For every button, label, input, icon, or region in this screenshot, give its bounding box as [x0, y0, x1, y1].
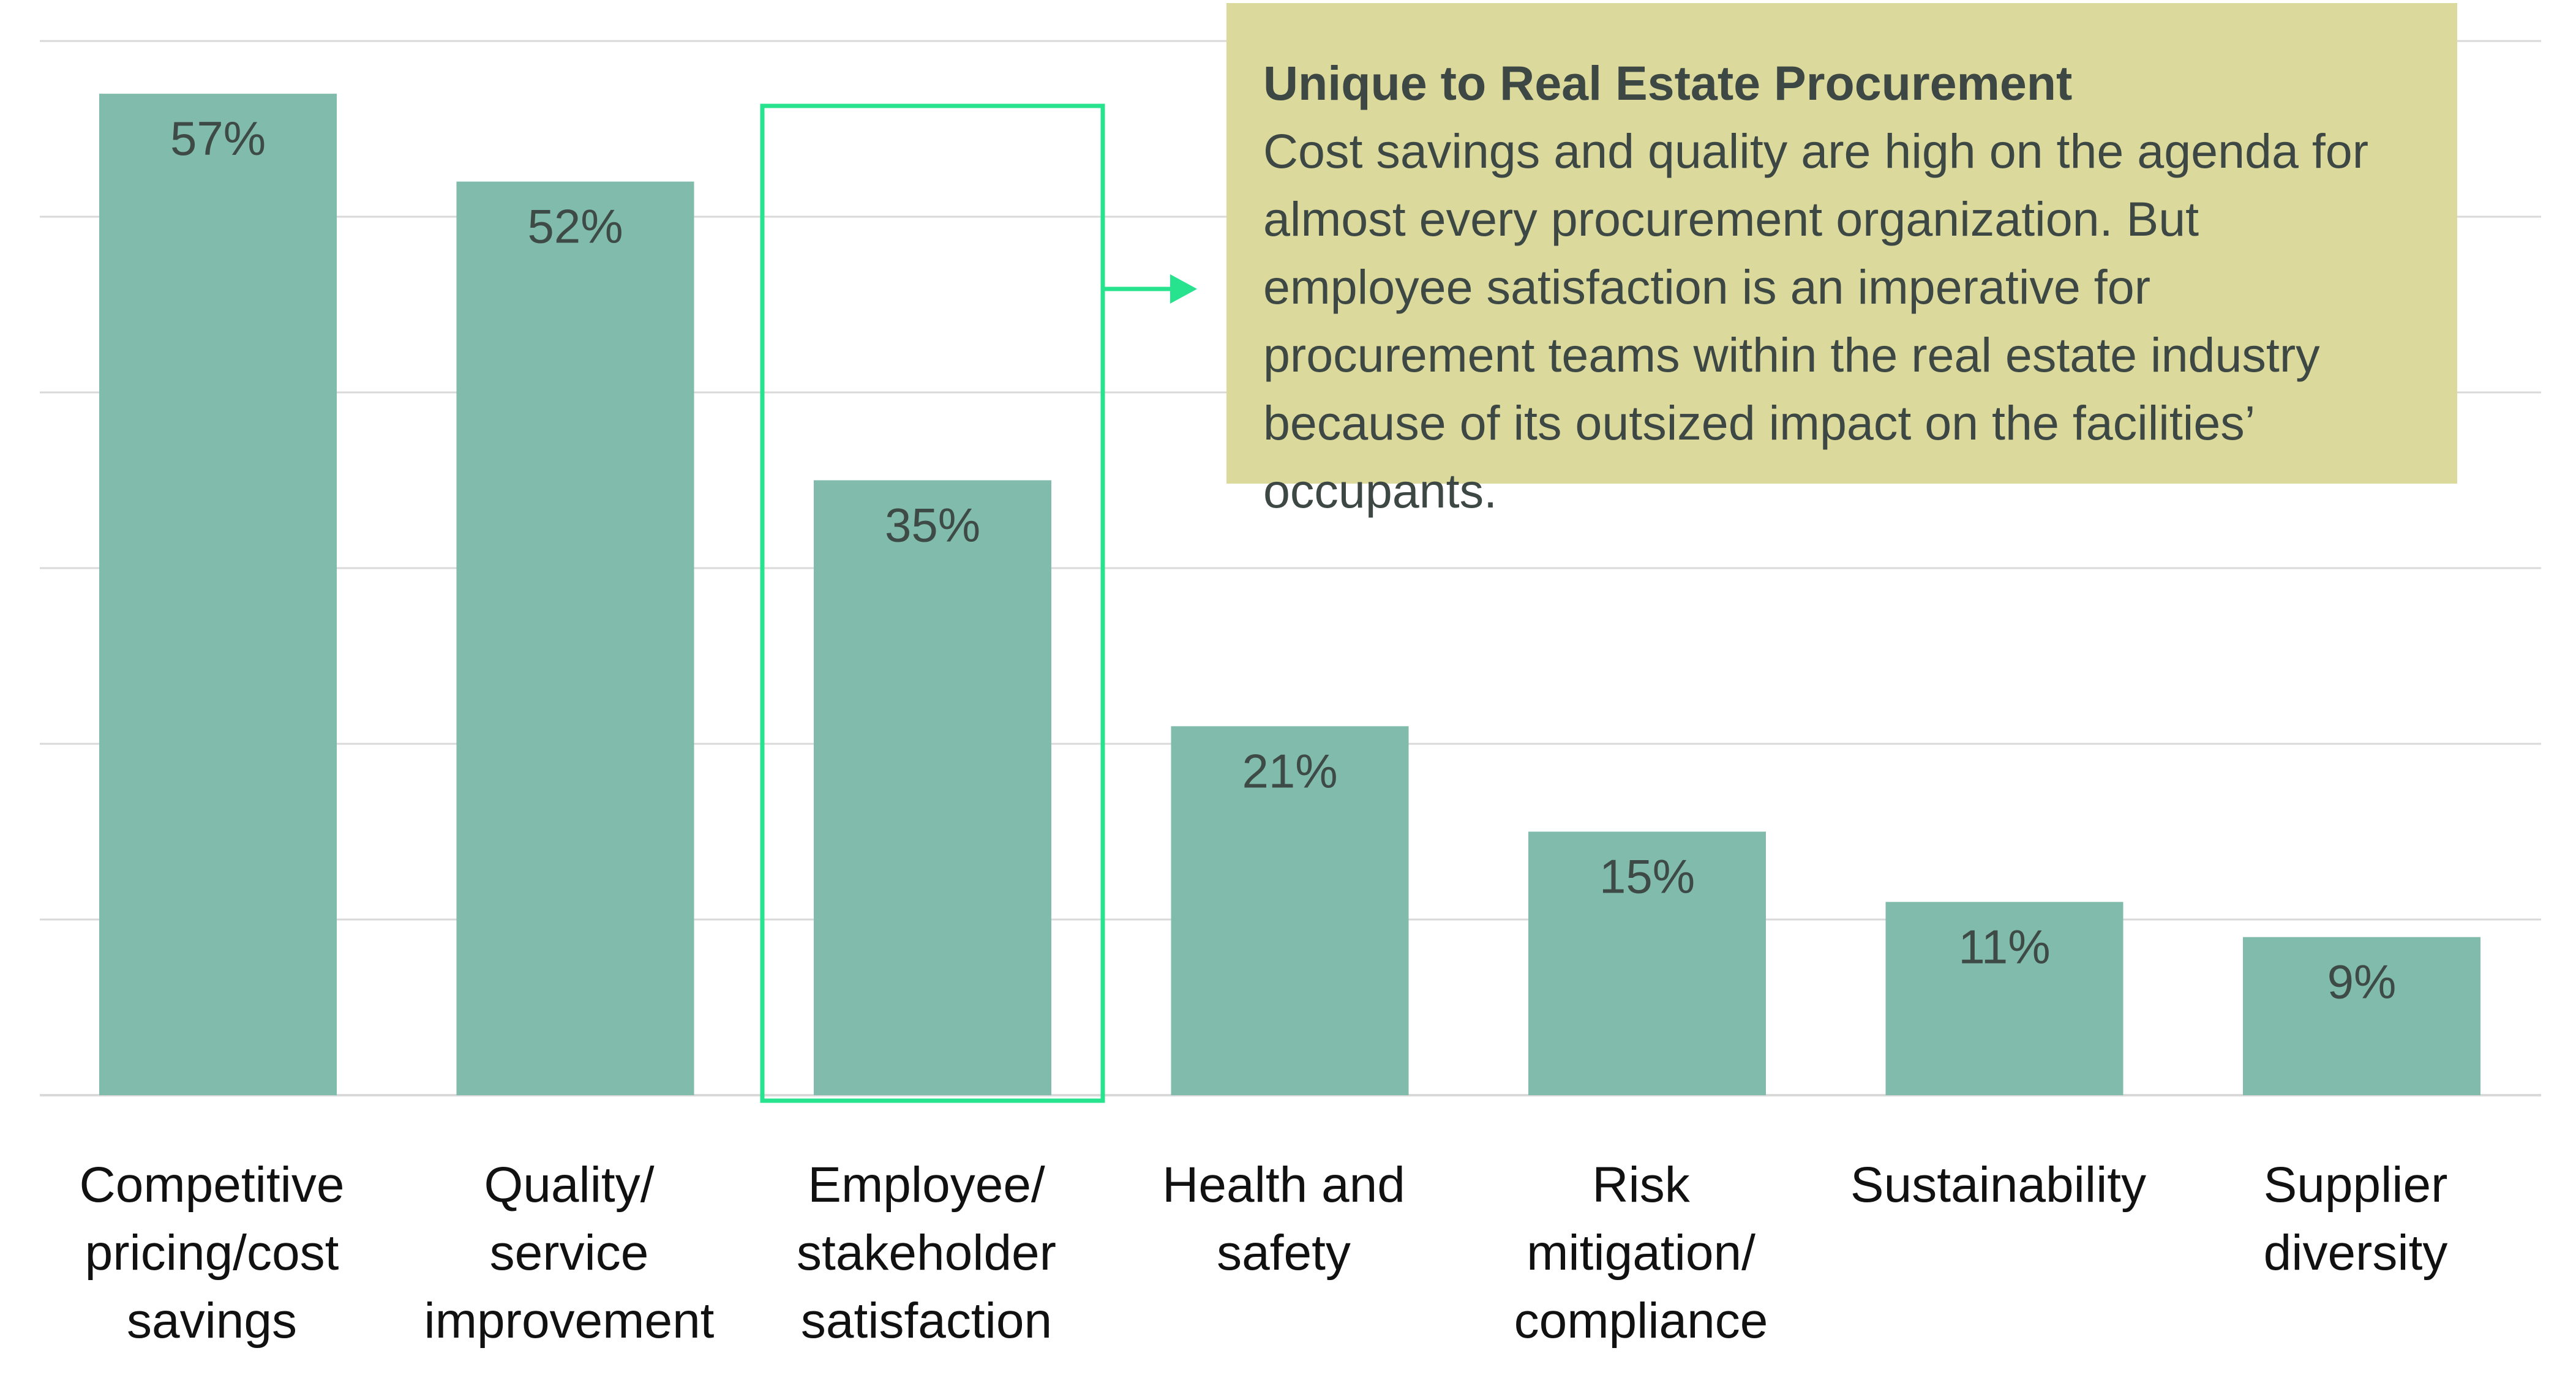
category-label: Employee/stakeholder satisfaction	[797, 1157, 1056, 1349]
category-label: Risk mitigation/compliance	[1514, 1157, 1768, 1349]
bar	[99, 94, 337, 1096]
bar-value-label: 9%	[2327, 955, 2397, 1009]
bar-value-label: 52%	[527, 200, 623, 253]
category-label-line: pricing/cost	[85, 1225, 339, 1281]
bar-value-label: 15%	[1599, 850, 1695, 904]
bar	[814, 480, 1051, 1095]
category-label-line: service	[490, 1225, 649, 1281]
arrow-head-icon	[1170, 274, 1197, 304]
category-label-line: Employee/	[808, 1157, 1045, 1213]
bar	[1885, 902, 2124, 1095]
category-label-line: Health and	[1162, 1157, 1405, 1213]
category-label: Supplier diversity	[2264, 1157, 2448, 1281]
category-label-line: safety	[1217, 1225, 1351, 1281]
category-label-line: savings	[127, 1293, 297, 1349]
callout-body: Cost savings and quality are high on the…	[1263, 124, 2369, 518]
category-label: Health and safety	[1162, 1157, 1405, 1281]
category-label-line: stakeholder	[797, 1225, 1056, 1281]
bars: 57% 52% 35% 21% 15% 11% 9%	[99, 94, 2480, 1096]
bar	[1171, 726, 1409, 1095]
category-label-line: improvement	[424, 1293, 715, 1349]
bar	[2243, 937, 2480, 1095]
category-label: Competitive pricing/cost savings	[80, 1157, 345, 1349]
category-label-line: compliance	[1514, 1293, 1768, 1349]
category-label-line: Supplier	[2264, 1157, 2448, 1213]
category-labels: Competitive pricing/cost savings Quality/se…	[80, 1157, 2448, 1349]
highlight-frame-rect	[760, 103, 1105, 1103]
callout-title: Unique to Real Estate Procurement	[1263, 56, 2073, 110]
bar	[456, 181, 694, 1096]
category-label-line: diversity	[2264, 1225, 2448, 1281]
callout-box: Unique to Real Estate Procurement Cost s…	[1226, 3, 2457, 518]
category-label: Quality/service improvement	[424, 1157, 715, 1349]
highlight-frame	[760, 103, 1197, 1103]
bar-value-label: 35%	[885, 498, 980, 552]
category-label: Sustainability	[1850, 1157, 2146, 1213]
category-label-line: Competitive	[80, 1157, 345, 1213]
category-label-line: Risk	[1592, 1157, 1690, 1213]
bar-value-label: 21%	[1242, 744, 1337, 798]
category-label-line: Sustainability	[1850, 1157, 2146, 1213]
bar-value-label: 57%	[170, 111, 266, 165]
bar-value-label: 11%	[1958, 919, 2050, 973]
category-label-line: satisfaction	[801, 1293, 1052, 1349]
category-label-line: Quality/	[484, 1157, 655, 1213]
category-label-line: mitigation/	[1526, 1225, 1756, 1281]
bar	[1528, 831, 1766, 1095]
